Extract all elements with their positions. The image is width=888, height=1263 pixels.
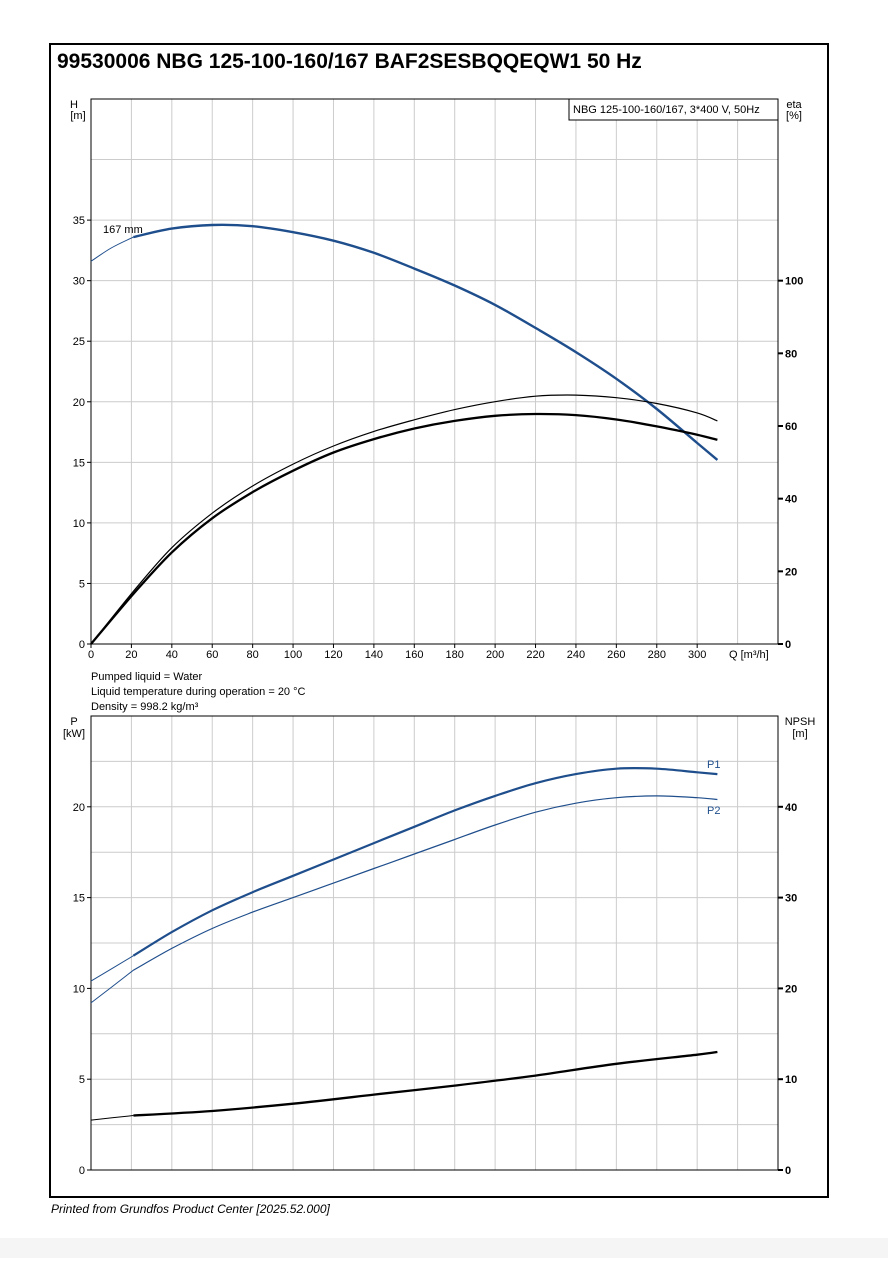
x-tick-label: 200 xyxy=(486,649,504,661)
bottom-right-ticks: 0 10 20 30 40 xyxy=(778,802,797,1177)
y2-tick-label: 80 xyxy=(785,348,797,360)
series-line-bottom-0-extrapolated xyxy=(90,955,134,982)
y-tick-label: 20 xyxy=(73,802,85,814)
info-liquid: Pumped liquid = Water xyxy=(91,671,203,683)
y2-tick-label: 60 xyxy=(785,421,797,433)
x-tick-label: 260 xyxy=(607,649,625,661)
legend-text: NBG 125-100-160/167, 3*400 V, 50Hz xyxy=(573,104,760,116)
y-tick-label: 10 xyxy=(73,983,85,995)
x-tick-label: 120 xyxy=(324,649,342,661)
x-tick-label: 20 xyxy=(125,649,137,661)
x-tick-label: 80 xyxy=(247,649,259,661)
x-tick-label: 40 xyxy=(166,649,178,661)
y-tick-label: 20 xyxy=(73,397,85,409)
y2-tick-label: 10 xyxy=(785,1074,797,1086)
x-tick-label: 220 xyxy=(526,649,544,661)
info-temperature: Liquid temperature during operation = 20… xyxy=(91,686,306,698)
top-right-ticks: 0 20 40 60 80 100 xyxy=(778,276,803,651)
top-grid xyxy=(91,99,778,644)
y-tick-label: 15 xyxy=(73,893,85,905)
chart-title: 99530006 NBG 125-100-160/167 BAF2SESBQQE… xyxy=(57,50,642,73)
x-tick-label: 140 xyxy=(365,649,383,661)
x-tick-label: 60 xyxy=(206,649,218,661)
x-tick-label: 300 xyxy=(688,649,706,661)
top-plot-frame xyxy=(90,98,779,645)
y-axis-label-p: P xyxy=(70,716,77,728)
legend-box xyxy=(568,98,779,121)
series-label-p1: P1 xyxy=(707,759,720,771)
y-tick-label: 35 xyxy=(73,215,85,227)
y2-tick-label: 20 xyxy=(785,566,797,578)
y-axis-label-h: H xyxy=(70,99,78,111)
power-npsh-chart: 0 5 10 15 20 0 10 20 30 40 P [kW] NPSH [m] P1 P2 xyxy=(63,715,816,1177)
series-line-bottom-2 xyxy=(133,1050,718,1117)
top-series xyxy=(90,223,719,645)
head-efficiency-chart: 0 20 40 60 80 100 120 140 160 180 200 220 240 260 280 3… xyxy=(70,98,803,661)
series-line-top-0-extrapolated xyxy=(90,236,134,262)
y-axis-unit-kw: [kW] xyxy=(63,728,85,740)
x-tick-label: 280 xyxy=(648,649,666,661)
y-tick-label: 0 xyxy=(79,1165,85,1177)
document-frame xyxy=(49,43,829,1198)
info-density: Density = 998.2 kg/m³ xyxy=(91,701,199,713)
series-line-bottom-2-extrapolated xyxy=(90,1115,134,1121)
y2-tick-label: 100 xyxy=(785,276,803,288)
bottom-series xyxy=(90,767,718,1121)
y-tick-label: 5 xyxy=(79,578,85,590)
x-tick-label: 160 xyxy=(405,649,423,661)
series-line-top-0 xyxy=(133,223,719,461)
y2-tick-label: 30 xyxy=(785,893,797,905)
y-tick-label: 10 xyxy=(73,518,85,530)
y-axis-unit-m: [m] xyxy=(70,110,85,122)
top-left-ticks: 0 5 10 15 20 25 30 35 xyxy=(73,215,91,651)
y-tick-label: 15 xyxy=(73,457,85,469)
bottom-grid xyxy=(91,716,778,1170)
y-tick-label: 25 xyxy=(73,336,85,348)
y2-tick-label: 0 xyxy=(785,639,791,651)
x-tick-label: 0 xyxy=(88,649,94,661)
top-x-ticks: 0 20 40 60 80 100 120 140 160 180 200 220 240 260 280 3… xyxy=(88,644,706,661)
y2-tick-label: 20 xyxy=(785,983,797,995)
x-tick-label: 240 xyxy=(567,649,585,661)
series-line-top-1 xyxy=(90,394,718,645)
series-line-bottom-1 xyxy=(133,795,718,971)
y2-tick-label: 40 xyxy=(785,494,797,506)
y2-axis-label-eta: eta xyxy=(786,99,802,111)
bottom-plot-frame xyxy=(90,715,779,1171)
series-label-p2: P2 xyxy=(707,805,720,817)
series-line-bottom-1-extrapolated xyxy=(90,969,134,1004)
y-tick-label: 0 xyxy=(79,639,85,651)
series-line-top-2 xyxy=(90,412,718,645)
x-tick-label: 180 xyxy=(446,649,464,661)
x-axis-label-q: Q [m³/h] xyxy=(729,649,769,661)
y2-axis-label-npsh: NPSH xyxy=(785,716,816,728)
bottom-left-ticks: 0 5 10 15 20 xyxy=(73,802,91,1177)
y2-axis-unit-percent: [%] xyxy=(786,110,802,122)
page-bottom-strip xyxy=(0,1238,888,1258)
series-line-bottom-0 xyxy=(132,767,718,957)
series-label-167mm: 167 mm xyxy=(103,224,143,236)
footer-note: Printed from Grundfos Product Center [20… xyxy=(51,1202,330,1216)
y2-axis-unit-m: [m] xyxy=(792,728,807,740)
y-tick-label: 30 xyxy=(73,276,85,288)
x-tick-label: 100 xyxy=(284,649,302,661)
y2-tick-label: 40 xyxy=(785,802,797,814)
y2-tick-label: 0 xyxy=(785,1165,791,1177)
y-tick-label: 5 xyxy=(79,1074,85,1086)
